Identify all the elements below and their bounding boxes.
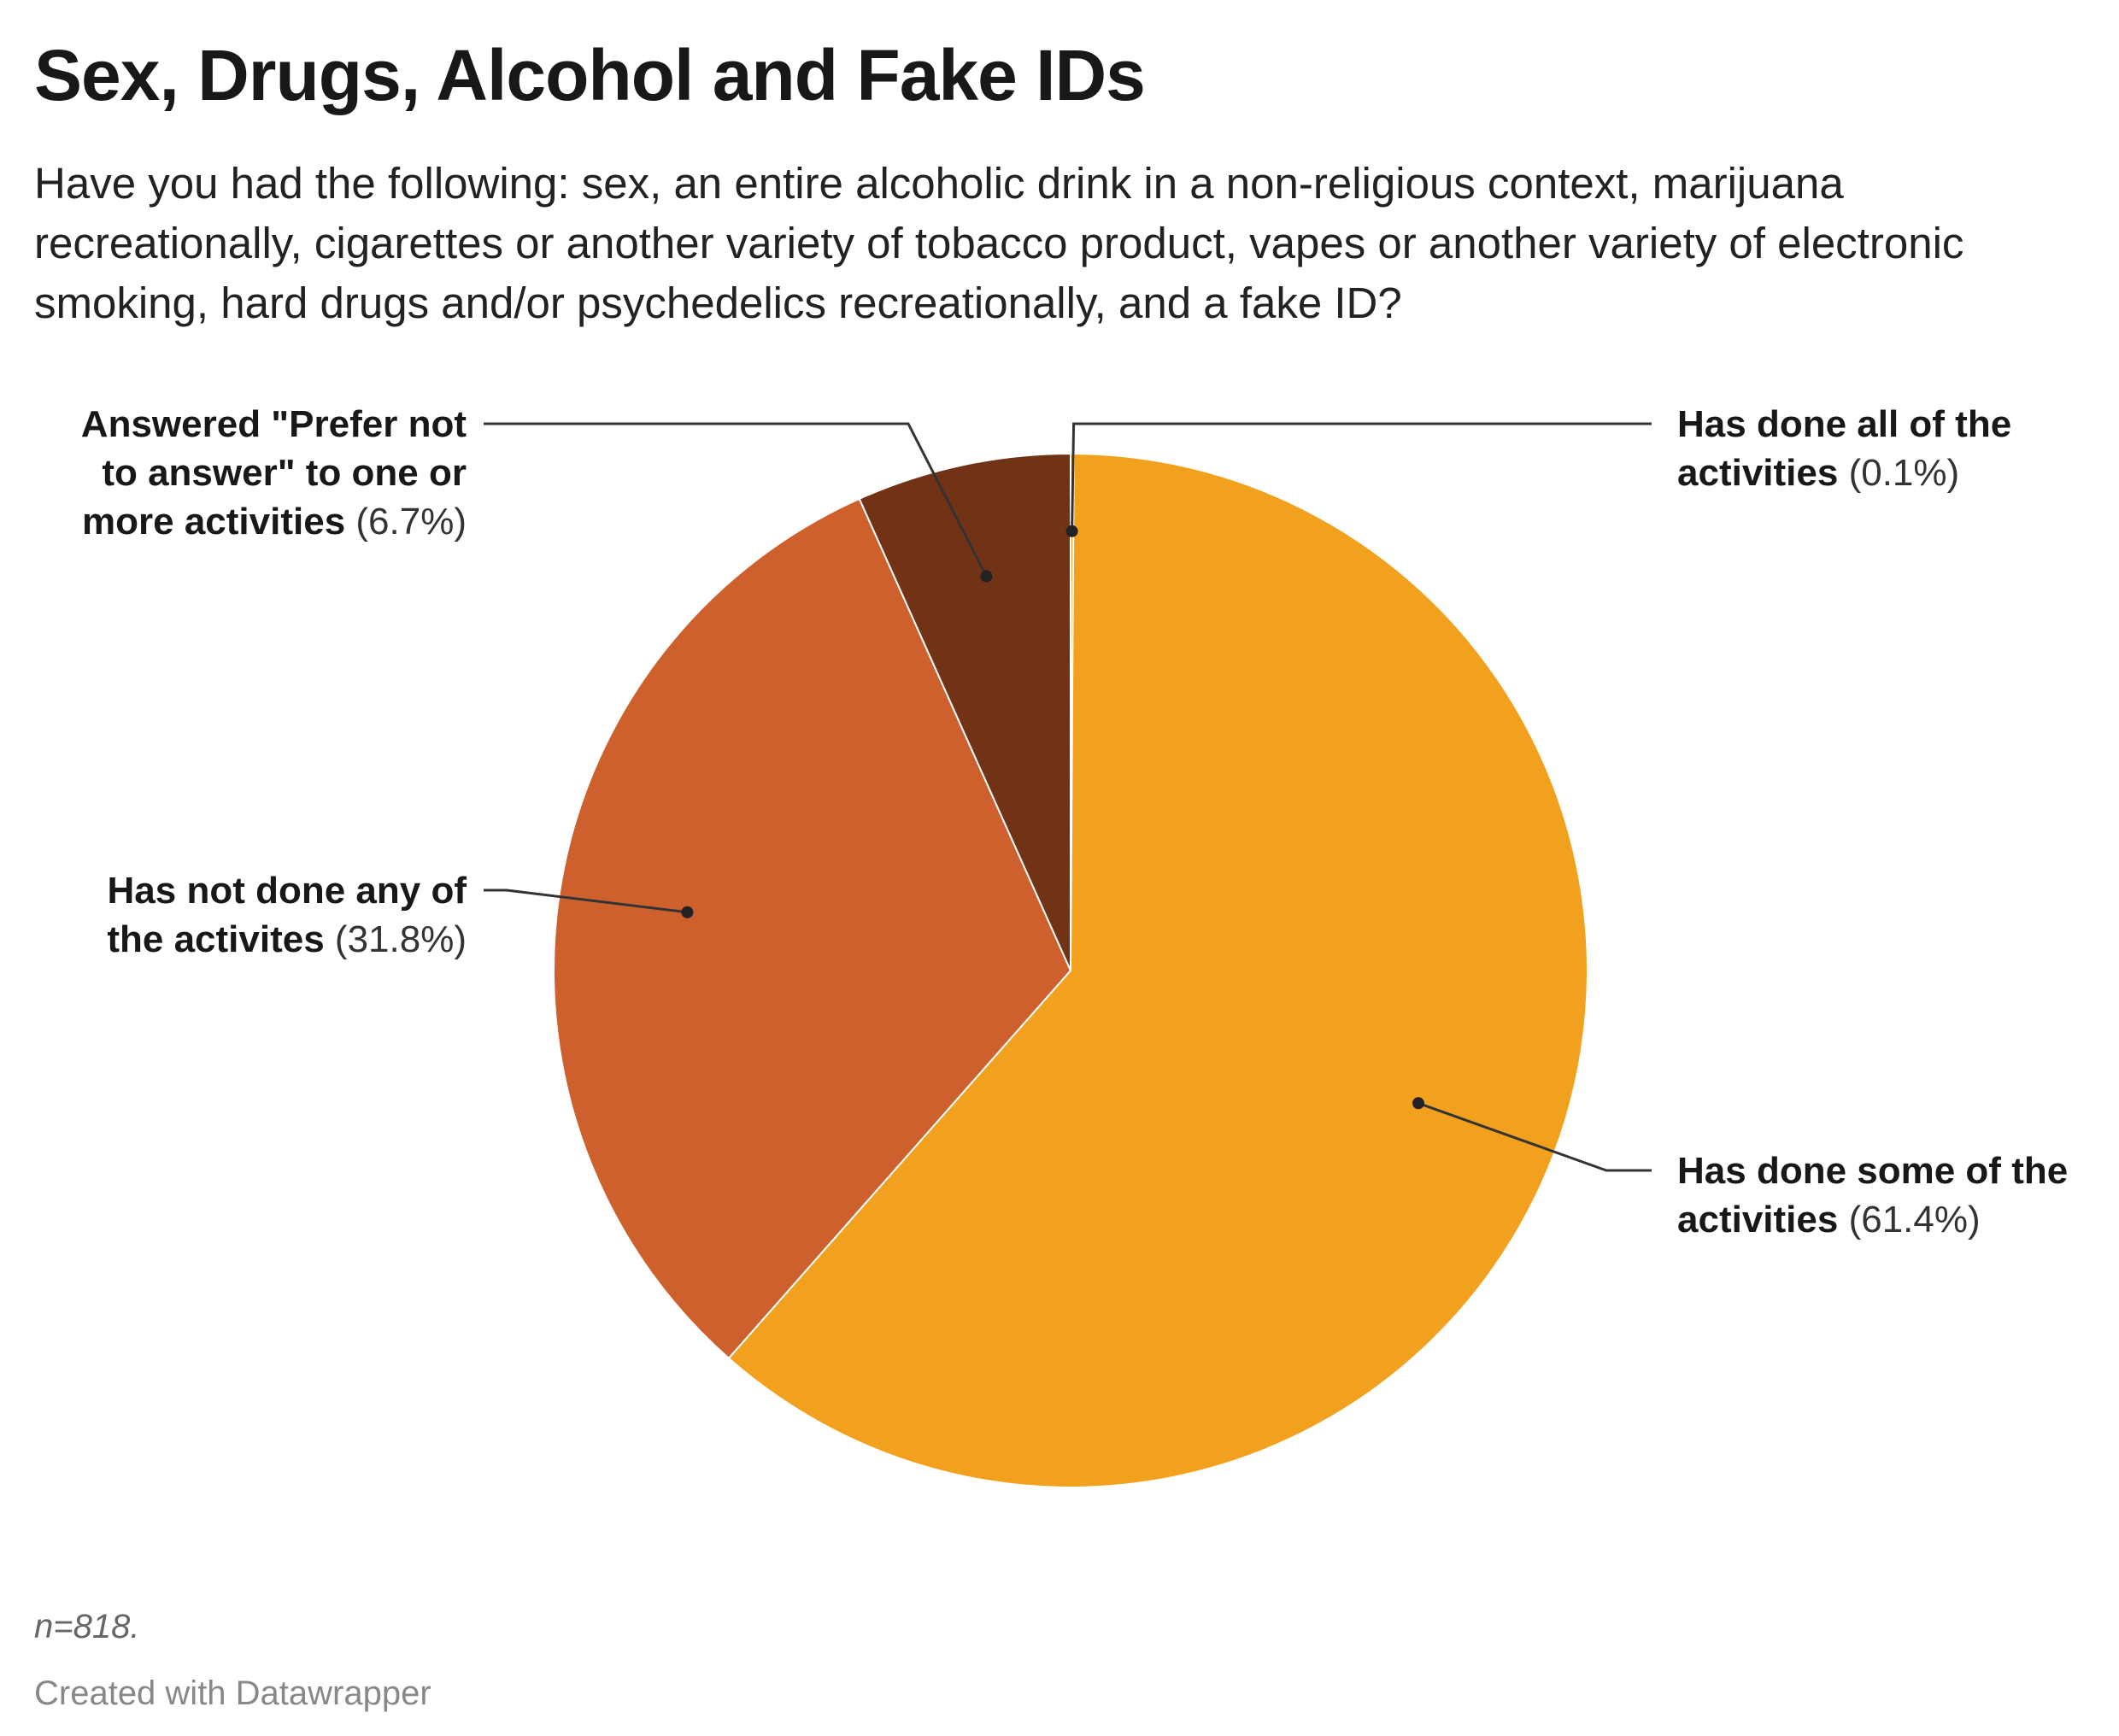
pie-slice-none — [553, 497, 1072, 1360]
slice-label-prefer: Answered "Prefer not to answer" to one o… — [80, 403, 467, 542]
pie-slices — [553, 452, 1588, 1488]
leader-line-prefer — [484, 422, 988, 578]
leader-line-none — [484, 889, 688, 914]
leader-dot-some — [1412, 1097, 1424, 1110]
slice-label-none: Has not done any of the activites (31.8%… — [107, 870, 467, 960]
leader-dot-none — [681, 906, 694, 918]
credit-link[interactable]: Created with Datawrapper — [34, 1674, 431, 1712]
slice-label-some: Has done some of the activities (61.4%) — [1677, 1150, 2069, 1240]
chart-subtitle: Have you had the following: sex, an enti… — [34, 159, 1964, 327]
leader-line-some — [1418, 1101, 1652, 1172]
sample-size-note: n=818. — [34, 1608, 140, 1645]
leader-lines — [484, 422, 1652, 1172]
pie-slice-prefer — [858, 452, 1071, 971]
chart-title: Sex, Drugs, Alcohol and Fake IDs — [34, 35, 1146, 115]
leader-line-all — [1071, 422, 1652, 531]
leader-dot-all — [1065, 525, 1078, 537]
pie-slice-some — [727, 453, 1588, 1488]
leader-dots — [681, 525, 1424, 1110]
slice-label-all: Has done all of the activities (0.1%) — [1677, 403, 2012, 494]
leader-dot-prefer — [980, 570, 993, 583]
